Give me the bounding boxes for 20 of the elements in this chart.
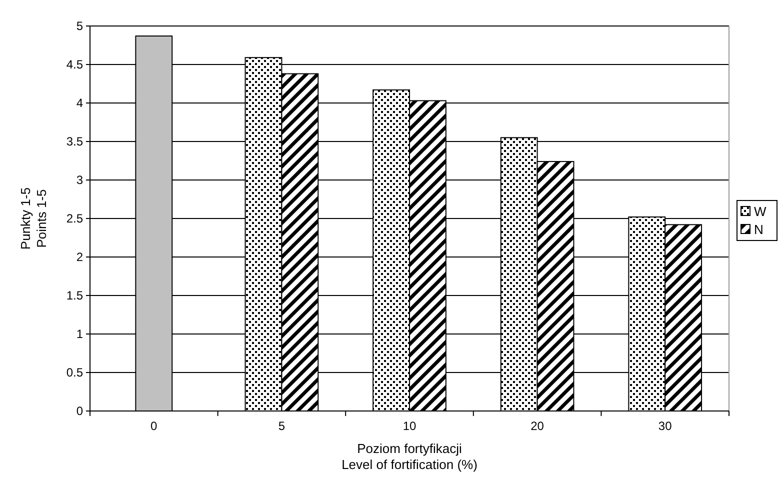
y-tick-label: 1.5 xyxy=(66,288,84,303)
y-tick-label: 2 xyxy=(76,250,84,264)
y-tick-label: 2.5 xyxy=(66,212,84,226)
x-tick-label: 30 xyxy=(658,419,672,433)
y-tick-label: 0 xyxy=(76,404,84,418)
x-tick-label: 20 xyxy=(530,419,544,433)
y-tick-label: 0.5 xyxy=(66,366,84,380)
y-tick-label: 3.5 xyxy=(66,134,84,149)
y-tick-label: 3 xyxy=(76,173,84,188)
y-tick-label: 5 xyxy=(76,19,84,34)
legend-label: N xyxy=(754,222,764,238)
x-tick-label: 0 xyxy=(150,419,158,433)
legend-label: W xyxy=(754,204,767,220)
x-axis-title: Poziom fortyfikacji Level of fortification (%) xyxy=(342,441,478,472)
y-tick-label: 4 xyxy=(76,96,84,110)
y-tick-label: 4.5 xyxy=(66,58,84,72)
y-tick-label: 1 xyxy=(76,327,84,342)
x-tick-label: 5 xyxy=(278,419,286,433)
x-tick-label: 10 xyxy=(402,419,416,433)
y-axis-title: Punkty 1-5 Points 1-5 xyxy=(18,187,49,250)
